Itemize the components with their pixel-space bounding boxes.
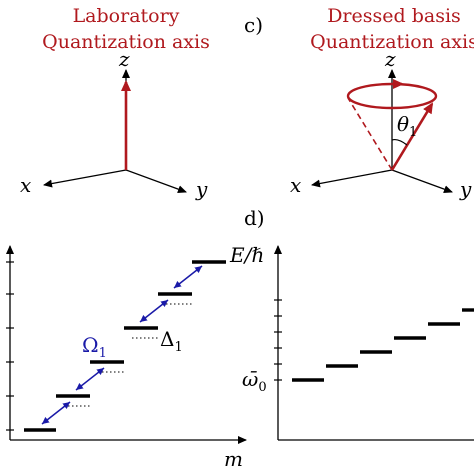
dressed-frame-panel: Dressed basis Quantization axis θ1 z x y — [290, 5, 474, 201]
lab-x-label: x — [20, 173, 31, 197]
lab-title-line2: Quantization axis — [42, 31, 210, 53]
lab-z-label: z — [118, 47, 130, 71]
rabi-label: Ω1 — [82, 333, 107, 361]
lab-y-axis — [125, 169, 187, 194]
lab-x-axis — [43, 169, 127, 188]
energy-levels — [24, 260, 226, 432]
panel-label-c: c) — [244, 13, 263, 37]
lab-frame-panel: Laboratory Quantization axis z x y — [20, 5, 210, 201]
dressed-y-label: y — [459, 177, 472, 201]
dressed-y-axis — [391, 169, 453, 194]
cone-edge-dashed — [347, 97, 393, 171]
energy-ticks — [6, 261, 14, 431]
dressed-energy-ladder: E/ℏ ω̄0 — [229, 243, 474, 441]
dressed-levels — [292, 308, 474, 382]
dressed-title-line1: Dressed basis — [327, 5, 461, 27]
dressed-title-line2: Quantization axis — [310, 31, 474, 53]
dressed-x-axis — [311, 169, 393, 188]
energy-axis-label: E/ℏ — [229, 243, 264, 267]
theta-label: θ1 — [397, 112, 417, 140]
detuning-label: Δ1 — [160, 327, 183, 355]
omega0-label: ω̄0 — [242, 367, 267, 395]
lab-y-label: y — [195, 177, 208, 201]
theta-arc — [391, 138, 408, 146]
dressed-quantization-arrow — [390, 102, 434, 171]
lab-title-line1: Laboratory — [73, 5, 180, 27]
dressed-x-label: x — [290, 173, 301, 197]
dressed-z-label: z — [384, 47, 396, 71]
lab-energy-ladder: Ω1 Δ1 m — [5, 245, 247, 471]
panel-label-d: d) — [244, 206, 265, 230]
m-axis-label: m — [224, 447, 243, 471]
dressed-energy-ticks — [274, 299, 282, 381]
rabi-coupling-arrows — [41, 265, 203, 425]
